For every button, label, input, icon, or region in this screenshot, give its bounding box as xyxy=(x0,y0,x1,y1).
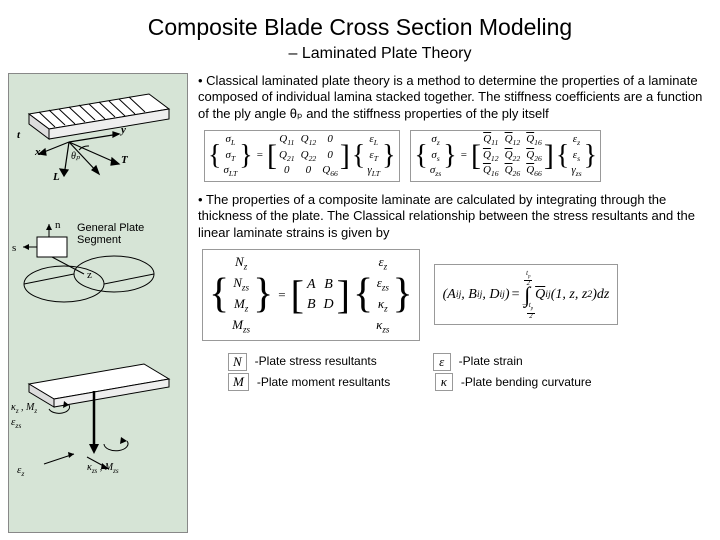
kappa-zs-label: κzs , Mzs xyxy=(87,462,119,476)
axis-x-label: x xyxy=(35,146,41,158)
axis-L-label: L xyxy=(53,171,60,183)
content-area: t x y L T θₚ n s z General Plate Segment xyxy=(0,63,720,533)
axis-y-label: y xyxy=(121,124,126,136)
diagram-panel: t x y L T θₚ n s z General Plate Segment xyxy=(8,73,188,533)
legend-row-2: M -Plate moment resultants κ -Plate bend… xyxy=(228,373,712,391)
symbol-eps: ε xyxy=(433,353,451,371)
legend-eps-text: -Plate strain xyxy=(459,354,523,369)
symbol-N: N xyxy=(228,353,247,371)
eps-z-label: εz xyxy=(17,464,24,479)
abd-equation: { NzNzsMzMzs } = [ ABBD ] { εzεzsκzκzs } xyxy=(202,249,420,341)
legend-kappa-text: -Plate bending curvature xyxy=(461,375,592,390)
integral-equation: (Aij, Bij, Dij)= tp2 ∫ −tp2 Qij(1, z, z2… xyxy=(434,264,619,325)
legend-M-text: -Plate moment resultants xyxy=(257,375,427,390)
symbol-kappa: κ xyxy=(435,373,453,391)
axis-T-label: T xyxy=(121,154,128,166)
axis-z-label: z xyxy=(87,269,92,281)
q-matrix-equations: { σLσTσLT } = [ Q11Q120 Q21Q220 00Q66 ] … xyxy=(204,130,712,182)
legend-row-1: N -Plate stress resultants ε -Plate stra… xyxy=(228,353,712,371)
kappa-z-label: κz , Mz xyxy=(11,402,37,416)
legend-N-text: -Plate stress resultants xyxy=(255,354,425,369)
paragraph-1: Classical laminated plate theory is a me… xyxy=(198,73,712,122)
eps-zs-label: εzs xyxy=(11,416,21,431)
plate-axes-diagram xyxy=(9,74,187,194)
axis-s-label: s xyxy=(12,242,16,254)
abd-and-integral: { NzNzsMzMzs } = [ ABBD ] { εzεzsκzκzs }… xyxy=(202,249,712,341)
paragraph-2: The properties of a composite laminate a… xyxy=(198,192,712,241)
axis-t-label: t xyxy=(17,129,20,141)
plate-moments-diagram xyxy=(9,349,187,509)
segment-label: General Plate Segment xyxy=(77,222,144,246)
axis-n-label: n xyxy=(55,219,61,231)
theta-label: θₚ xyxy=(71,151,80,162)
symbol-M: M xyxy=(228,373,249,391)
page-title: Composite Blade Cross Section Modeling xyxy=(0,0,720,41)
page-subtitle: – Laminated Plate Theory xyxy=(0,41,720,63)
text-column: Classical laminated plate theory is a me… xyxy=(188,73,712,533)
